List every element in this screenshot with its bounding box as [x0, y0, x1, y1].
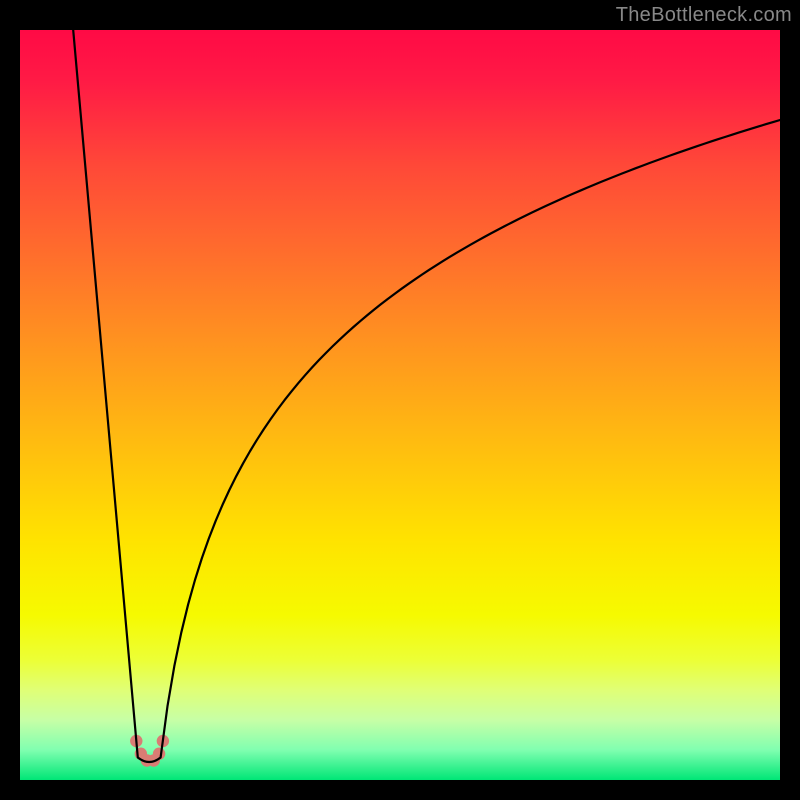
gradient-background [20, 30, 780, 780]
plot-area [20, 30, 780, 780]
chart-svg [20, 30, 780, 780]
watermark-text: TheBottleneck.com [616, 4, 792, 27]
chart-container: TheBottleneck.com [0, 0, 800, 800]
